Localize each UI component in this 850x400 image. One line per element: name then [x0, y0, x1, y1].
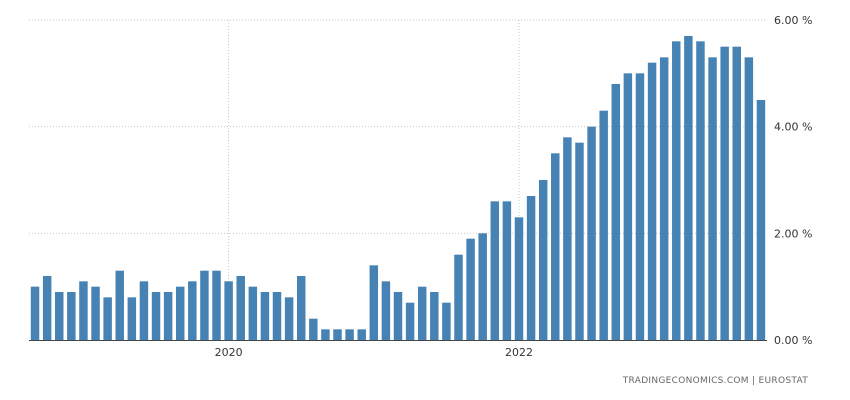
bar	[248, 286, 258, 340]
bar	[599, 110, 608, 340]
bar	[369, 265, 379, 340]
bar	[442, 302, 451, 340]
bar	[454, 254, 463, 340]
bar	[647, 62, 657, 341]
bar	[405, 302, 415, 340]
bar	[127, 297, 137, 340]
y-tick-label: 6.00 %	[774, 14, 812, 27]
bar	[381, 281, 391, 340]
bar	[659, 57, 669, 340]
bar	[623, 73, 633, 340]
bar	[466, 238, 475, 340]
source-credit: TRADINGECONOMICS.COM | EUROSTAT	[622, 376, 808, 386]
bar	[67, 292, 76, 340]
bar	[732, 46, 741, 341]
bar	[563, 137, 572, 340]
bar	[502, 201, 512, 340]
bar	[55, 292, 64, 340]
bar	[551, 153, 560, 340]
bar	[212, 270, 221, 340]
bar	[163, 292, 173, 340]
bar	[417, 286, 427, 340]
bar	[236, 276, 245, 340]
bar	[696, 41, 705, 340]
bar	[611, 84, 621, 340]
bar	[393, 292, 403, 340]
x-axis: 2020 2022	[29, 340, 767, 359]
bar	[309, 318, 318, 340]
bar	[526, 196, 536, 340]
bar	[176, 286, 185, 340]
bar	[430, 292, 439, 340]
bar	[321, 329, 330, 340]
bar	[333, 329, 342, 340]
bar	[115, 270, 124, 340]
bar	[79, 281, 88, 340]
bar	[720, 46, 729, 341]
bar	[260, 292, 270, 340]
bar	[200, 270, 209, 340]
bar	[708, 57, 717, 340]
bar	[684, 36, 693, 340]
bar	[478, 233, 487, 340]
bar	[575, 142, 584, 340]
bar	[188, 281, 197, 340]
bar	[514, 217, 524, 340]
y-tick-label: 4.00 %	[774, 121, 812, 134]
bar	[490, 201, 500, 340]
bar	[345, 329, 354, 340]
bar	[672, 41, 681, 340]
bar	[151, 292, 161, 340]
bar	[224, 281, 233, 340]
x-tick-label: 2020	[215, 346, 243, 359]
bar	[538, 180, 548, 340]
bar	[635, 73, 645, 340]
bar	[272, 292, 282, 340]
bar	[139, 281, 149, 340]
bar	[103, 297, 112, 340]
x-tick-label: 2022	[505, 346, 533, 359]
bar	[284, 297, 294, 340]
bar	[91, 286, 100, 340]
bar	[756, 100, 766, 340]
bar	[744, 57, 754, 340]
bars	[30, 36, 766, 341]
bar	[587, 126, 596, 340]
y-tick-label: 0.00 %	[774, 334, 812, 347]
y-axis: 0.00 % 2.00 % 4.00 % 6.00 %	[774, 14, 812, 347]
bar	[42, 276, 52, 340]
bar	[357, 329, 366, 340]
bar	[296, 276, 306, 340]
y-tick-label: 2.00 %	[774, 227, 812, 240]
bar	[30, 286, 40, 340]
